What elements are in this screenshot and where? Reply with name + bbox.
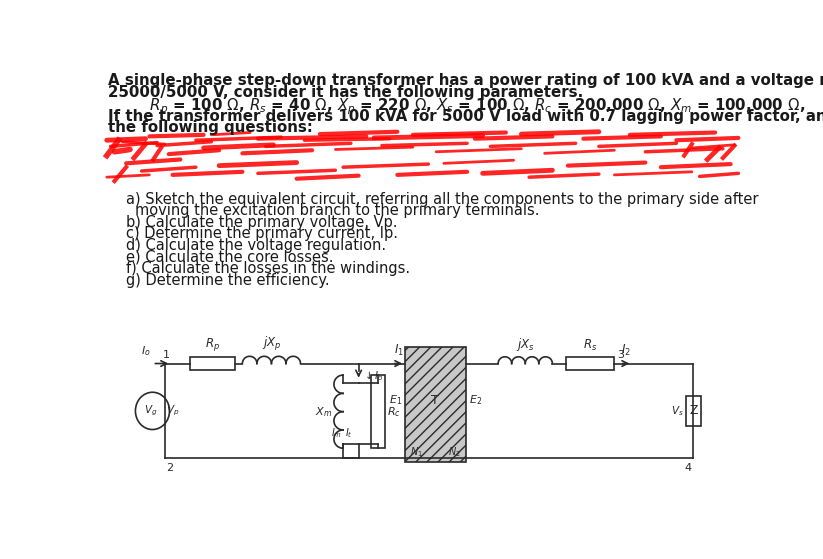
- Text: e) Calculate the core losses.: e) Calculate the core losses.: [126, 249, 333, 264]
- Text: 3: 3: [616, 350, 624, 361]
- Text: $N_1$: $N_1$: [410, 445, 423, 459]
- Text: $jX_p$: $jX_p$: [262, 335, 281, 353]
- Text: $V_p$: $V_p$: [166, 404, 179, 418]
- Text: If the transformer delivers 100 kVA for 5000 V load with 0.7 lagging power facto: If the transformer delivers 100 kVA for …: [109, 108, 823, 124]
- Text: $I_2$: $I_2$: [621, 343, 631, 358]
- Text: A single-phase step-down transformer has a power rating of 100 kVA and a voltage: A single-phase step-down transformer has…: [109, 73, 823, 88]
- Text: 4: 4: [685, 463, 692, 473]
- Bar: [686, 396, 701, 425]
- Text: $X_m$: $X_m$: [315, 405, 332, 419]
- Text: $R_p$: $R_p$: [205, 336, 220, 353]
- Text: $V_g$: $V_g$: [144, 404, 158, 418]
- Text: c) Determine the primary current, Ip.: c) Determine the primary current, Ip.: [126, 226, 398, 241]
- Text: $\downarrow I_o$: $\downarrow I_o$: [362, 369, 384, 383]
- Text: d) Calculate the voltage regulation.: d) Calculate the voltage regulation.: [126, 238, 386, 253]
- Text: $I_m$: $I_m$: [331, 426, 342, 440]
- Text: Z: Z: [689, 404, 698, 418]
- Text: $I_o$: $I_o$: [142, 344, 151, 358]
- Text: the following questions:: the following questions:: [109, 120, 313, 135]
- Text: g) Determine the efficiency.: g) Determine the efficiency.: [126, 273, 330, 288]
- Text: $R_s$: $R_s$: [584, 338, 597, 353]
- Text: $E_1$: $E_1$: [388, 394, 402, 408]
- Bar: [189, 357, 235, 371]
- Text: $I_1$: $I_1$: [394, 343, 404, 358]
- Text: moving the excitation branch to the primary terminals.: moving the excitation branch to the prim…: [136, 203, 540, 219]
- Text: f) Calculate the losses in the windings.: f) Calculate the losses in the windings.: [126, 261, 410, 276]
- Text: b) Calculate the primary voltage, Vp.: b) Calculate the primary voltage, Vp.: [126, 215, 398, 230]
- Bar: [405, 347, 466, 462]
- Bar: [566, 357, 615, 371]
- Text: $E_2$: $E_2$: [468, 394, 481, 408]
- Bar: [371, 375, 385, 448]
- Text: $R_p$ = 100 $\Omega$, $R_s$ = 40 $\Omega$, $X_p$ = 220 $\Omega$, $X_s$ = 100 $\O: $R_p$ = 100 $\Omega$, $R_s$ = 40 $\Omega…: [109, 96, 806, 117]
- Text: $jX_s$: $jX_s$: [516, 336, 535, 353]
- Text: 25000/5000 V, consider it has the following parameters.: 25000/5000 V, consider it has the follow…: [109, 85, 584, 100]
- Text: a) Sketch the equivalent circuit, referring all the components to the primary si: a) Sketch the equivalent circuit, referr…: [126, 192, 759, 207]
- Text: $N_2$: $N_2$: [448, 445, 461, 459]
- Text: $R_c$: $R_c$: [388, 405, 401, 419]
- Text: 1: 1: [163, 350, 170, 359]
- Text: $V_s$: $V_s$: [671, 404, 683, 418]
- Text: $I_t$: $I_t$: [345, 426, 352, 440]
- Text: T: T: [431, 394, 439, 407]
- Text: 2: 2: [166, 463, 174, 473]
